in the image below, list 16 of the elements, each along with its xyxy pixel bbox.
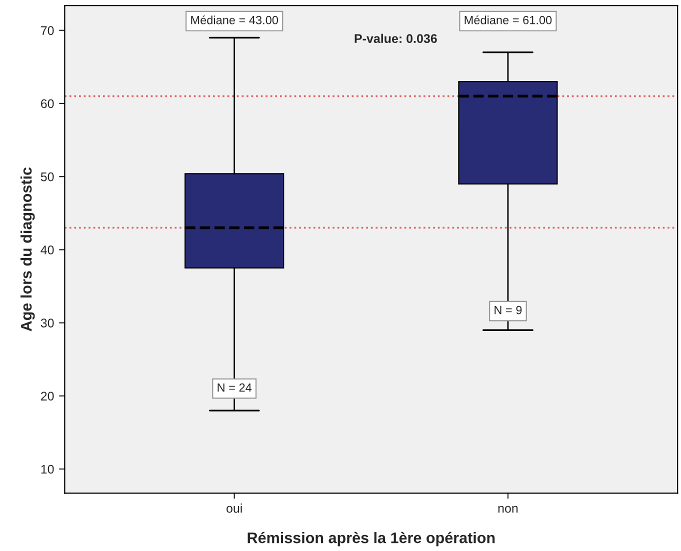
annotation: Médiane = 43.00 <box>191 15 278 24</box>
x-tick-label: non <box>498 506 518 513</box>
annotation: N = 9 <box>494 306 522 314</box>
y-tick-label: 40 <box>40 245 54 254</box>
y-tick-label: 20 <box>41 392 54 401</box>
y-tick-label: 10 <box>41 464 54 474</box>
y-tick-label: 60 <box>41 99 54 108</box>
annotation: Médiane = 61.00 <box>464 15 552 24</box>
y-tick-label: 30 <box>40 318 54 328</box>
y-tick-label: 70 <box>41 26 54 36</box>
annotation: P-value: 0.036 <box>354 34 437 44</box>
y-tick-label: 50 <box>40 172 54 182</box>
x-axis-title: Rémission après la 1ère opération <box>248 532 495 546</box>
annotation: N = 24 <box>218 383 252 392</box>
y-axis-title: Age lors du diagnostic <box>20 167 35 332</box>
x-tick-label: oui <box>226 504 242 513</box>
